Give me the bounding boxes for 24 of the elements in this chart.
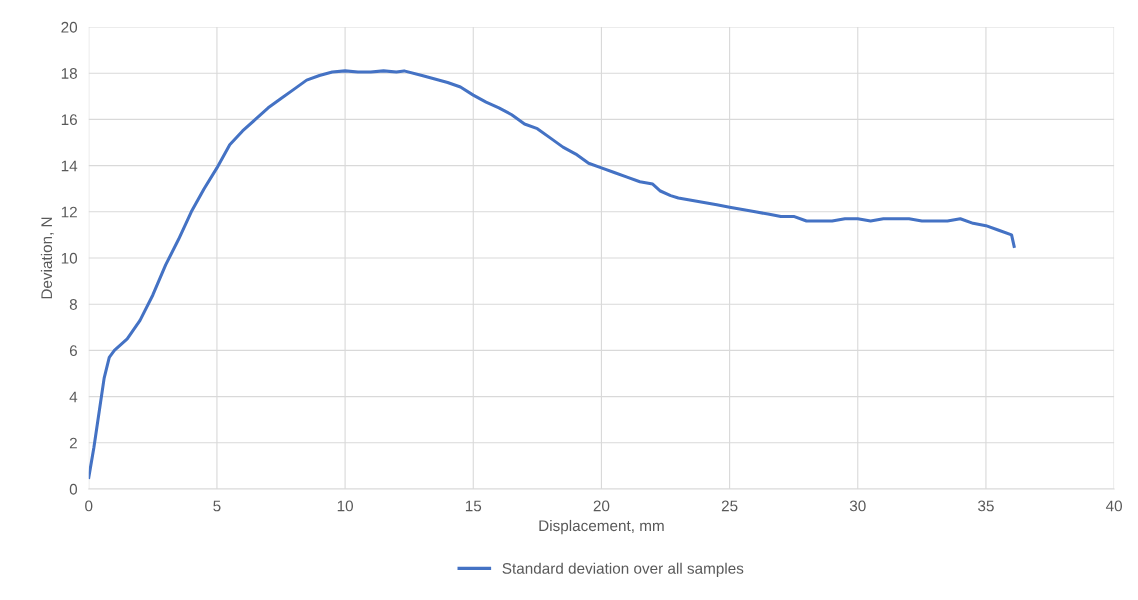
- x-tick-label: 15: [465, 500, 482, 512]
- x-axis-title: Displacement, mm: [539, 519, 664, 535]
- y-tick-label: 8: [69, 299, 77, 310]
- x-tick-label: 25: [721, 500, 738, 512]
- y-tick-label: 16: [61, 114, 77, 126]
- legend-label: Standard deviation over all samples: [502, 562, 744, 577]
- y-tick-label: 2: [69, 437, 77, 449]
- y-tick-label: 14: [61, 160, 78, 172]
- x-tick-label: 40: [1105, 500, 1122, 512]
- x-tick-label: 20: [593, 500, 610, 512]
- y-tick-label: 18: [61, 68, 77, 79]
- y-tick-label: 20: [61, 21, 78, 33]
- y-tick-label: 10: [61, 252, 78, 264]
- y-axis-title: Deviation, N: [40, 217, 54, 299]
- x-tick-label: 35: [978, 500, 994, 512]
- x-tick-label: 30: [849, 500, 866, 512]
- y-tick-label: 4: [69, 391, 78, 403]
- y-tick-label: 6: [69, 345, 77, 357]
- line-series: [88, 69, 1016, 479]
- x-tick-label: 0: [85, 500, 93, 512]
- y-tick-label: 0: [69, 483, 78, 495]
- y-tick-label: 12: [61, 206, 77, 218]
- x-tick-label: 10: [337, 500, 353, 512]
- x-tick-label: 5: [213, 500, 221, 512]
